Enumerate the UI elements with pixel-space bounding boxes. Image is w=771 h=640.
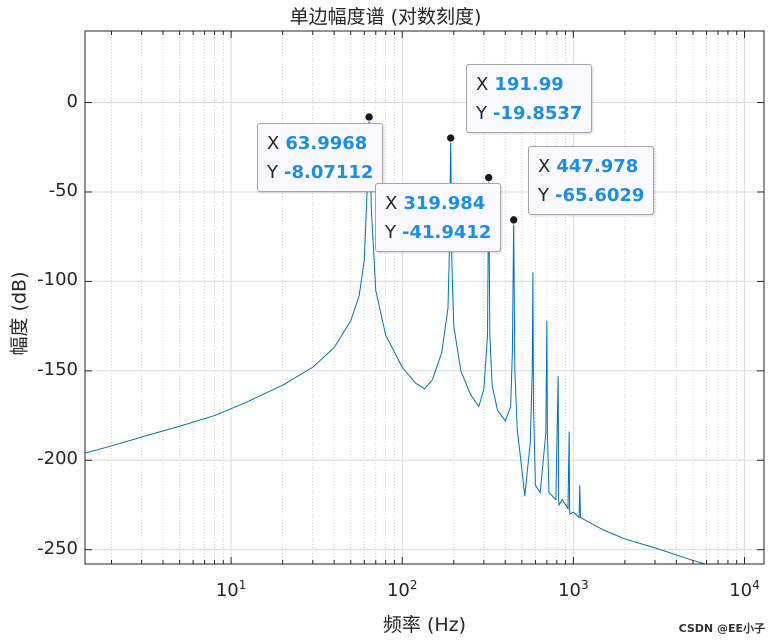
datatip-value: -65.6029 xyxy=(555,185,645,206)
y-tick-label: -50 xyxy=(48,179,78,201)
y-tick-label: -100 xyxy=(37,269,78,291)
datatip-key: Y xyxy=(538,185,549,206)
x-tick-base: 10 xyxy=(386,580,410,601)
x-tick-base: 10 xyxy=(215,580,239,601)
datatip-value: -19.8537 xyxy=(493,103,583,124)
datatip-markers xyxy=(364,112,519,225)
datatip-y-row: Y -19.8537 xyxy=(476,99,582,128)
x-tick-base: 10 xyxy=(729,580,753,601)
x-tick-label: 101 xyxy=(216,578,247,601)
datatip-value: -8.07112 xyxy=(284,162,374,183)
y-tick-label: 0 xyxy=(66,90,78,112)
datatip-key: X xyxy=(538,156,551,177)
x-tick-exponent: 3 xyxy=(580,578,589,592)
x-tick-label: 104 xyxy=(729,578,760,601)
datatip: X 447.978 Y -65.6029 xyxy=(528,146,655,215)
datatip-key: X xyxy=(267,133,280,154)
chart-title: 单边幅度谱 (对数刻度) xyxy=(289,6,482,28)
datatip-marker xyxy=(446,133,456,143)
datatip-key: Y xyxy=(385,222,396,243)
x-tick-exponent: 2 xyxy=(409,578,418,592)
datatip-key: X xyxy=(385,193,398,214)
datatip-y-row: Y -41.9412 xyxy=(385,218,491,247)
x-tick-exponent: 1 xyxy=(238,578,247,592)
datatip: X 191.99 Y -19.8537 xyxy=(466,64,593,133)
datatip-x-row: X 63.9968 xyxy=(267,129,373,158)
datatip-x-row: X 191.99 xyxy=(476,70,582,99)
datatip-value: 191.99 xyxy=(494,74,564,95)
watermark: CSDN @EE小子 xyxy=(678,622,765,635)
datatip-value: 319.984 xyxy=(403,193,486,214)
plot-area xyxy=(84,30,765,565)
datatip-key: X xyxy=(476,74,489,95)
datatip-value: -41.9412 xyxy=(402,222,492,243)
y-tick-label: -150 xyxy=(37,358,78,380)
minor-grid xyxy=(111,31,738,564)
datatip-x-row: X 447.978 xyxy=(538,152,644,181)
y-tick-label: -250 xyxy=(37,537,78,559)
x-tick-label: 103 xyxy=(558,578,589,601)
datatip-value: 63.9968 xyxy=(285,133,368,154)
x-tick-base: 10 xyxy=(558,580,581,601)
datatip-key: Y xyxy=(267,162,278,183)
datatip-key: Y xyxy=(476,103,487,124)
datatip-marker xyxy=(364,112,374,122)
datatip-value: 447.978 xyxy=(556,156,639,177)
datatip-y-row: Y -65.6029 xyxy=(538,181,644,210)
tick-marks xyxy=(85,31,764,564)
datatip-x-row: X 319.984 xyxy=(385,189,491,218)
datatip: X 319.984 Y -41.9412 xyxy=(375,183,502,252)
x-tick-label: 102 xyxy=(387,578,418,601)
datatip-y-row: Y -8.07112 xyxy=(267,158,373,187)
y-tick-labels: 0 -50 -100 -150 -200 -250 xyxy=(0,0,78,640)
datatip: X 63.9968 Y -8.07112 xyxy=(257,123,384,192)
y-tick-label: -200 xyxy=(37,448,78,470)
datatip-marker xyxy=(483,172,494,183)
major-grid xyxy=(85,31,764,564)
x-tick-exponent: 4 xyxy=(752,578,760,592)
datatip-marker xyxy=(508,215,519,225)
x-axis-label: 频率 (Hz) xyxy=(382,614,467,636)
